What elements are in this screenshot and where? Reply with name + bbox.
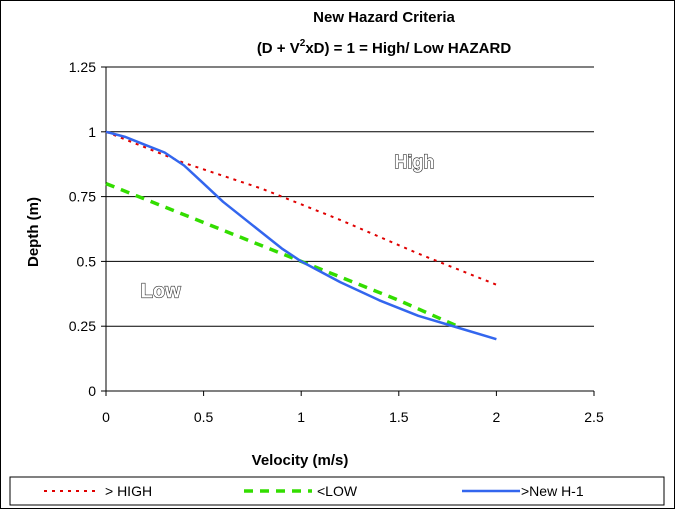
x-tick-label: 2.5	[584, 409, 604, 425]
legend-box	[9, 476, 665, 506]
chart-title-line2: (D + V2xD) = 1 = High/ Low HAZARD	[257, 38, 512, 57]
legend: > HIGH <LOW >New H-1	[44, 483, 584, 499]
region-label-high: High	[394, 152, 434, 172]
y-tick-label: 0.5	[77, 253, 97, 269]
chart-title-line2-suffix: xD) = 1 = High/ Low HAZARD	[305, 40, 511, 57]
x-axis-title: Velocity (m/s)	[252, 452, 349, 469]
chart-title-line1: New Hazard Criteria	[313, 9, 455, 26]
legend-label-2: <LOW	[317, 483, 358, 499]
y-tick-label: 1	[88, 124, 96, 140]
y-tick-label: 0.75	[69, 189, 96, 205]
series-line-3	[105, 130, 497, 341]
y-tick-label: 1.25	[69, 59, 96, 75]
region-labels: High Low	[140, 151, 435, 303]
y-tick-label: 0.25	[69, 318, 96, 334]
x-tick-label: 1.5	[389, 409, 409, 425]
x-tick-label: 2	[493, 409, 501, 425]
chart-title-line2-prefix: (D + V	[257, 40, 300, 57]
x-tick-label: 0	[102, 409, 110, 425]
x-axis-ticks: 0 0.5 1 1.5 2 2.5	[102, 391, 604, 425]
series-line-1	[105, 130, 497, 286]
chart-title-line2-sup: 2	[300, 38, 306, 49]
region-label-low: Low	[141, 281, 181, 303]
y-tick-label: 0	[88, 383, 96, 399]
legend-label-3: >New H-1	[521, 483, 584, 499]
x-tick-label: 1	[297, 409, 305, 425]
axes	[105, 67, 594, 392]
x-tick-label: 0.5	[194, 409, 214, 425]
series-lines	[105, 130, 497, 341]
series-line-2	[105, 181, 459, 328]
y-axis-title: Depth (m)	[25, 197, 42, 267]
y-axis-ticks: 0 0.25 0.5 0.75 1 1.25	[69, 59, 106, 399]
gridlines	[106, 66, 594, 327]
legend-label-1: > HIGH	[105, 483, 152, 499]
